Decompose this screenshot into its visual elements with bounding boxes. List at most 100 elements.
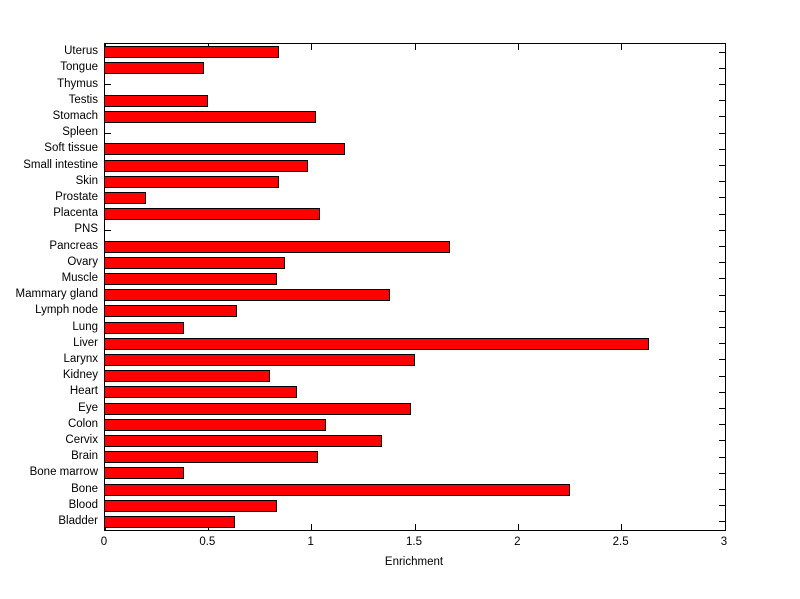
y-tick-label: Thymus	[57, 77, 98, 90]
bar	[105, 467, 184, 480]
x-tick-mark	[724, 44, 726, 50]
x-tick-mark	[517, 524, 519, 530]
bar	[105, 402, 411, 415]
bar-row	[105, 125, 725, 141]
bar	[105, 175, 279, 188]
y-tick-label: Blood	[68, 498, 98, 511]
bar-row	[105, 190, 725, 206]
y-tick-label: Prostate	[55, 190, 98, 203]
y-tick-mark	[719, 505, 725, 507]
y-tick-label: Eye	[78, 401, 98, 414]
y-tick-mark	[719, 116, 725, 118]
y-tick-mark	[105, 83, 111, 85]
y-tick-label: Placenta	[53, 207, 98, 220]
y-tick-mark	[719, 472, 725, 474]
x-tick-label: 2.5	[612, 536, 629, 548]
y-tick-mark	[719, 278, 725, 280]
bar-row	[105, 449, 725, 465]
y-tick-label: Colon	[67, 417, 98, 430]
y-tick-label: Mammary gland	[15, 288, 98, 301]
bar-row	[105, 157, 725, 173]
bar-row	[105, 514, 725, 530]
bar-row	[105, 206, 725, 222]
y-tick-mark	[719, 100, 725, 102]
y-tick-label: Stomach	[52, 109, 98, 122]
bar-row	[105, 465, 725, 481]
bar-row	[105, 303, 725, 319]
y-tick-mark	[719, 148, 725, 150]
bar-row	[105, 433, 725, 449]
bar-row	[105, 336, 725, 352]
y-tick-mark	[719, 229, 725, 231]
y-tick-label: Cervix	[65, 433, 98, 446]
bar-row	[105, 222, 725, 238]
y-tick-mark	[719, 294, 725, 296]
x-tick-mark	[414, 44, 416, 50]
y-tick-label: Heart	[69, 385, 98, 398]
bar	[105, 353, 415, 366]
bar	[105, 110, 316, 123]
bar	[105, 159, 308, 172]
bar	[105, 289, 391, 302]
bar-row	[105, 60, 725, 76]
y-tick-label: Muscle	[61, 271, 98, 284]
bar-row	[105, 384, 725, 400]
y-tick-label: Soft tissue	[44, 142, 98, 155]
bar-row	[105, 93, 725, 109]
y-tick-mark	[719, 197, 725, 199]
bar	[105, 305, 238, 318]
bar-row	[105, 141, 725, 157]
y-tick-label: Small intestine	[23, 158, 98, 171]
bar-row	[105, 368, 725, 384]
y-tick-label: Pancreas	[49, 239, 98, 252]
bar-row	[105, 255, 725, 271]
y-tick-mark	[719, 521, 725, 523]
bar	[105, 386, 298, 399]
bar	[105, 515, 236, 528]
bar-row	[105, 498, 725, 514]
y-tick-label: Lymph node	[35, 304, 98, 317]
bar	[105, 483, 570, 496]
y-tick-mark	[719, 213, 725, 215]
bar-row	[105, 271, 725, 287]
y-tick-label: Tongue	[60, 61, 98, 74]
bar	[105, 321, 184, 334]
y-tick-mark	[719, 343, 725, 345]
bar-row	[105, 417, 725, 433]
y-tick-mark	[719, 83, 725, 85]
bar	[105, 256, 285, 269]
bar-row	[105, 174, 725, 190]
y-axis-category-labels: Uterus Tongue Thymus Testis Stomach Spleen Sof…	[0, 43, 98, 529]
bar	[105, 46, 279, 59]
bar-series	[105, 44, 725, 530]
bar-row	[105, 287, 725, 303]
y-tick-mark	[719, 181, 725, 183]
bar-row	[105, 319, 725, 335]
bar-row	[105, 400, 725, 416]
bar	[105, 370, 271, 383]
y-tick-mark	[719, 391, 725, 393]
y-tick-mark	[719, 310, 725, 312]
y-tick-label: Larynx	[63, 352, 98, 365]
y-tick-label: Bone marrow	[29, 466, 98, 479]
x-tick-mark	[621, 44, 623, 50]
y-tick-label: Lung	[72, 320, 98, 333]
y-tick-label: Liver	[73, 336, 98, 349]
y-tick-mark	[105, 132, 111, 134]
y-tick-label: Spleen	[62, 126, 98, 139]
y-tick-mark	[719, 456, 725, 458]
y-tick-label: Bone	[71, 482, 98, 495]
x-tick-mark	[621, 524, 623, 530]
x-axis-title: Enrichment	[384, 556, 444, 568]
x-axis-tick-labels: 0 0.5 1 1.5 2 2.5 3	[101, 536, 727, 550]
bar	[105, 434, 382, 447]
x-tick-mark	[311, 524, 313, 530]
bar	[105, 208, 320, 221]
x-tick-mark	[311, 44, 313, 50]
x-tick-label: 0.5	[199, 536, 216, 548]
bar	[105, 143, 345, 156]
x-tick-label: 1	[307, 536, 314, 548]
y-tick-mark	[719, 488, 725, 490]
y-tick-label: Bladder	[58, 514, 98, 527]
